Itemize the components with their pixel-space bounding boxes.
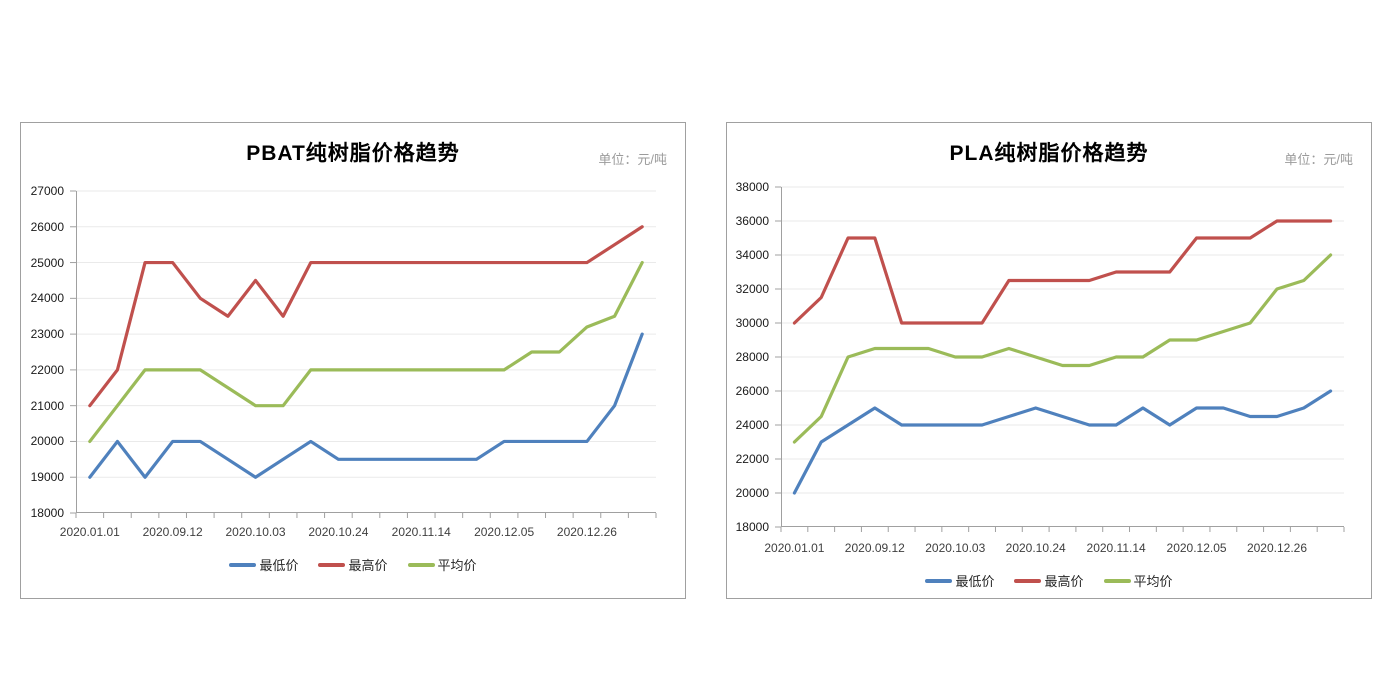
legend-item-avg-price: 平均价 (407, 555, 477, 574)
y-axis-label: 20000 (30, 434, 64, 449)
legend-swatch-max-price (1014, 578, 1042, 583)
legend-label: 最高价 (348, 558, 388, 573)
y-axis-label: 21000 (30, 398, 64, 413)
chart-legend: 最低价 最高价 平均价 (727, 571, 1371, 590)
series-line-min-price (88, 332, 644, 479)
legend-label: 最高价 (1044, 574, 1084, 589)
y-axis-label: 23000 (30, 327, 64, 342)
x-axis-label: 2020.10.03 (925, 541, 986, 555)
y-axis-label: 34000 (735, 248, 769, 262)
y-axis-label: 24000 (30, 291, 64, 306)
series-line-avg-price (88, 260, 644, 444)
legend-swatch-avg-price (1103, 578, 1131, 583)
unit-label: 单位：元/吨 (598, 152, 667, 167)
y-axis-label: 26000 (735, 384, 769, 398)
x-axis-label: 2020.12.05 (474, 525, 535, 539)
y-axis-label: 38000 (735, 180, 769, 194)
x-axis-label: 2020.12.05 (1166, 541, 1227, 555)
legend-label: 最低价 (259, 558, 299, 573)
x-axis-label: 2020.11.14 (1086, 541, 1146, 555)
legend-item-min-price: 最低价 (925, 571, 994, 590)
y-axis-label: 36000 (735, 214, 769, 228)
y-axis-label: 19000 (30, 470, 64, 485)
x-axis-label: 2020.10.03 (225, 525, 286, 539)
chart-title: PLA纯树脂价格趋势 (949, 142, 1149, 165)
chart-title: PBAT纯树脂价格趋势 (246, 142, 460, 165)
legend-item-max-price: 最高价 (1014, 571, 1084, 590)
y-axis-label: 20000 (735, 486, 769, 500)
legend-label: 最低价 (955, 574, 995, 589)
series-line-max-price (792, 219, 1333, 325)
plot-area (70, 190, 657, 518)
x-axis-label: 2020.12.26 (556, 525, 617, 539)
pla-chart-card: PLA纯树脂价格趋势 单位：元/吨 最低价 最高价 平均价 18000 20000 22… (726, 122, 1372, 599)
x-axis-label: 2020.01.01 (59, 525, 120, 539)
legend-item-max-price: 最高价 (318, 555, 388, 574)
legend-item-min-price: 最低价 (229, 555, 298, 574)
legend-label: 平均价 (437, 558, 477, 573)
x-axis-label: 2020.10.24 (1005, 541, 1066, 555)
x-axis-label: 2020.01.01 (764, 541, 825, 555)
series-line-avg-price (792, 253, 1333, 444)
y-axis-label: 24000 (735, 418, 769, 432)
legend-swatch-min-price (229, 562, 257, 567)
x-axis-label: 2020.09.12 (142, 525, 203, 539)
y-axis-label: 25000 (30, 255, 64, 270)
y-axis-label: 18000 (30, 506, 64, 520)
series-line-max-price (88, 225, 644, 408)
y-axis-label: 18000 (735, 520, 769, 534)
y-axis-label: 30000 (735, 316, 769, 330)
unit-label: 单位：元/吨 (1284, 152, 1353, 167)
legend-label: 平均价 (1133, 574, 1173, 589)
y-axis-label: 22000 (30, 362, 64, 377)
legend-item-avg-price: 平均价 (1103, 571, 1173, 590)
legend-swatch-avg-price (407, 562, 435, 567)
x-axis-label: 2020.09.12 (844, 541, 905, 555)
x-axis-label: 2020.10.24 (308, 525, 369, 539)
legend-swatch-max-price (318, 562, 346, 567)
y-axis-label: 22000 (735, 452, 769, 466)
x-axis-label: 2020.11.14 (391, 525, 451, 539)
series-line-min-price (792, 389, 1333, 495)
pbat-chart-card: PBAT纯树脂价格趋势 单位：元/吨 最低价 最高价 平均价 18000 19000 2… (20, 122, 686, 599)
y-axis-label: 28000 (735, 350, 769, 364)
y-axis-label: 32000 (735, 282, 769, 296)
y-axis-label: 27000 (30, 184, 64, 198)
y-axis-label: 26000 (30, 219, 64, 234)
chart-legend: 最低价 最高价 平均价 (21, 555, 685, 574)
x-axis-label: 2020.12.26 (1246, 541, 1307, 555)
plot-area (775, 186, 1345, 532)
legend-swatch-min-price (925, 578, 953, 583)
